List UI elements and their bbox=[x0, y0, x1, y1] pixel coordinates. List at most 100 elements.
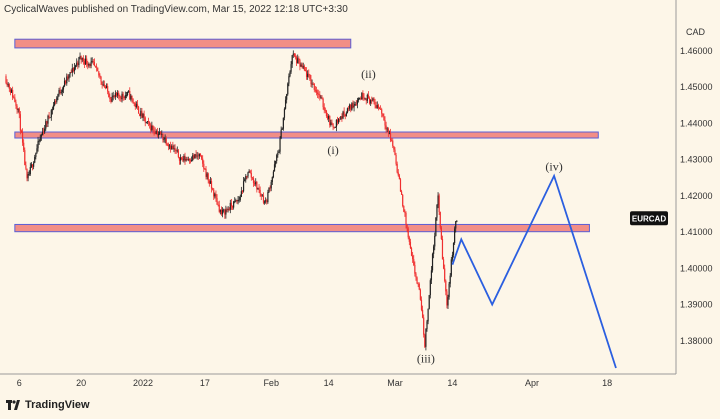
candle-378 bbox=[423, 314, 425, 338]
wave-projection-path[interactable] bbox=[451, 173, 617, 369]
candle-356 bbox=[398, 173, 400, 180]
candle-36 bbox=[45, 119, 47, 131]
candle-338 bbox=[378, 106, 381, 110]
candle-38 bbox=[47, 114, 49, 127]
candle-376 bbox=[420, 296, 423, 312]
candle-127 bbox=[145, 121, 147, 124]
candle-320 bbox=[359, 97, 361, 100]
candle-367 bbox=[410, 246, 413, 257]
zones-layer bbox=[14, 38, 599, 233]
candle-317 bbox=[355, 100, 357, 107]
x-tick-8: Apr bbox=[525, 378, 539, 388]
candle-238 bbox=[268, 187, 270, 193]
candle-46 bbox=[56, 96, 58, 104]
candle-118 bbox=[135, 101, 137, 109]
candle-392 bbox=[438, 193, 440, 216]
candle-357 bbox=[399, 177, 402, 193]
candle-154 bbox=[175, 148, 177, 155]
candle-175 bbox=[198, 153, 200, 159]
candle-328 bbox=[367, 91, 370, 99]
candle-173 bbox=[196, 151, 198, 160]
candle-232 bbox=[261, 194, 263, 197]
candle-379 bbox=[424, 333, 426, 348]
candle-257 bbox=[289, 70, 291, 78]
candle-117 bbox=[134, 101, 136, 110]
candle-212 bbox=[239, 194, 241, 202]
candle-296 bbox=[332, 123, 334, 131]
candle-177 bbox=[200, 155, 203, 161]
price-badge[interactable]: EURCAD bbox=[630, 211, 668, 226]
candle-231 bbox=[260, 193, 262, 201]
candle-77 bbox=[90, 57, 92, 69]
candle-233 bbox=[262, 192, 265, 205]
candle-322 bbox=[361, 92, 363, 100]
candle-94 bbox=[109, 93, 111, 102]
candle-220 bbox=[248, 169, 250, 173]
candle-350 bbox=[392, 138, 394, 149]
candle-305 bbox=[342, 110, 344, 120]
candle-253 bbox=[284, 96, 287, 110]
candle-193 bbox=[218, 200, 220, 214]
candle-199 bbox=[225, 205, 227, 219]
candle-308 bbox=[345, 111, 347, 117]
y-tick-0: 1.46000 bbox=[680, 46, 713, 56]
y-tick-1: 1.45000 bbox=[680, 82, 713, 92]
candle-107 bbox=[123, 96, 125, 101]
candle-240 bbox=[270, 179, 272, 192]
candle-295 bbox=[331, 119, 333, 126]
resistance-zone-3[interactable] bbox=[14, 223, 590, 233]
candle-0 bbox=[5, 74, 7, 85]
candle-28 bbox=[36, 144, 38, 154]
candle-385 bbox=[430, 266, 433, 285]
candle-343 bbox=[384, 116, 386, 130]
candle-207 bbox=[234, 197, 236, 204]
candle-373 bbox=[417, 282, 419, 288]
candle-93 bbox=[108, 90, 110, 98]
candle-380 bbox=[425, 328, 427, 351]
candle-44 bbox=[54, 99, 56, 107]
candle-69 bbox=[81, 57, 83, 63]
candle-189 bbox=[214, 192, 216, 199]
candle-282 bbox=[317, 89, 319, 99]
candle-230 bbox=[259, 186, 261, 197]
candle-133 bbox=[152, 124, 154, 134]
candle-160 bbox=[182, 155, 184, 162]
candle-286 bbox=[321, 95, 323, 100]
resistance-zone-1[interactable] bbox=[14, 38, 352, 49]
tradingview-logo[interactable]: TradingView bbox=[6, 399, 90, 411]
candle-151 bbox=[172, 141, 174, 150]
candle-121 bbox=[139, 113, 141, 117]
candle-112 bbox=[129, 87, 131, 100]
candle-134 bbox=[153, 126, 155, 136]
candle-144 bbox=[164, 134, 166, 144]
candle-136 bbox=[155, 129, 157, 135]
candle-89 bbox=[103, 80, 105, 89]
candle-98 bbox=[113, 95, 115, 99]
candle-360 bbox=[403, 205, 405, 213]
candle-3 bbox=[8, 83, 10, 92]
candle-26 bbox=[34, 154, 36, 164]
candle-223 bbox=[251, 176, 254, 181]
candle-129 bbox=[147, 117, 150, 127]
candle-200 bbox=[226, 207, 228, 213]
candle-381 bbox=[426, 319, 428, 332]
candle-222 bbox=[250, 169, 252, 181]
candle-43 bbox=[52, 101, 55, 111]
candle-206 bbox=[233, 200, 235, 210]
candle-141 bbox=[161, 130, 163, 138]
candle-366 bbox=[409, 238, 412, 249]
candle-216 bbox=[244, 177, 246, 182]
candle-130 bbox=[149, 121, 151, 129]
candle-326 bbox=[365, 98, 367, 105]
candle-374 bbox=[418, 282, 420, 291]
candle-300 bbox=[336, 116, 339, 126]
candle-7 bbox=[13, 95, 15, 99]
y-tick-2: 1.44000 bbox=[680, 118, 713, 128]
candle-73 bbox=[86, 55, 88, 68]
candle-54 bbox=[65, 79, 67, 85]
resistance-zone-2[interactable] bbox=[14, 131, 599, 139]
candle-259 bbox=[291, 54, 293, 68]
wave-label-1: (ii) bbox=[361, 67, 376, 81]
candle-34 bbox=[42, 127, 45, 136]
